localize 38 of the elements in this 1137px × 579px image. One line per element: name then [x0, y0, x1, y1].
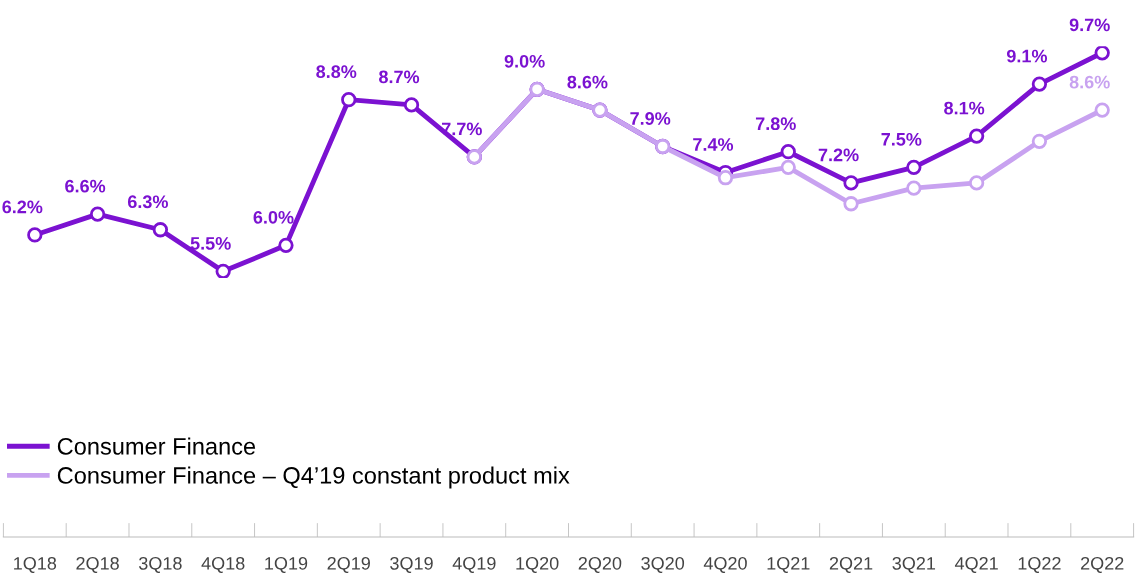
x-tick-label: 3Q20 [641, 556, 685, 573]
data-label: 8.7% [379, 70, 420, 84]
x-tick-label: 1Q20 [516, 556, 559, 573]
x-tick-label: 2Q22 [1081, 556, 1124, 573]
x-tick-label: 4Q20 [703, 556, 747, 573]
data-label: 8.1% [944, 101, 985, 115]
data-label: 8.6% [567, 75, 608, 89]
x-tick-label: 4Q19 [452, 556, 496, 573]
x-tick-label: 1Q21 [767, 556, 810, 573]
data-label: 7.5% [881, 132, 922, 146]
x-tick-label: 2Q21 [829, 556, 873, 573]
x-tick-label: 3Q21 [892, 556, 936, 573]
x-tick-label: 2Q19 [327, 556, 370, 573]
x-tick-label: 4Q18 [201, 556, 245, 573]
data-label: 7.2% [818, 148, 859, 162]
data-label: 6.0% [253, 210, 294, 224]
data-label: 5.5% [190, 237, 231, 250]
legend-label: Consumer Finance – Q4’19 constant product mix [57, 466, 570, 489]
data-label: 6.3% [127, 195, 168, 209]
x-tick-label: 4Q21 [954, 556, 998, 573]
x-tick-label: 2Q18 [76, 556, 119, 573]
data-label: 9.0% [504, 54, 545, 68]
x-tick-label: 3Q19 [390, 556, 433, 573]
x-tick-label: 2Q20 [578, 556, 622, 573]
data-label: 6.6% [65, 179, 106, 193]
legend-label: Consumer Finance [57, 437, 256, 455]
data-label: 6.2% [2, 200, 43, 214]
x-tick-label: 3Q18 [138, 556, 182, 573]
x-tick-label: 1Q18 [14, 556, 57, 573]
x-tick-label: 1Q22 [1018, 556, 1061, 573]
data-label: 8.6% [1069, 75, 1110, 89]
x-tick-label: 1Q19 [265, 556, 308, 573]
data-label: 7.9% [630, 112, 671, 125]
data-label: 7.4% [693, 138, 734, 151]
data-label: 7.8% [755, 117, 796, 131]
data-label: 9.1% [1006, 49, 1048, 63]
data-label: 8.8% [316, 65, 357, 79]
data-label: 9.7% [1069, 18, 1110, 32]
